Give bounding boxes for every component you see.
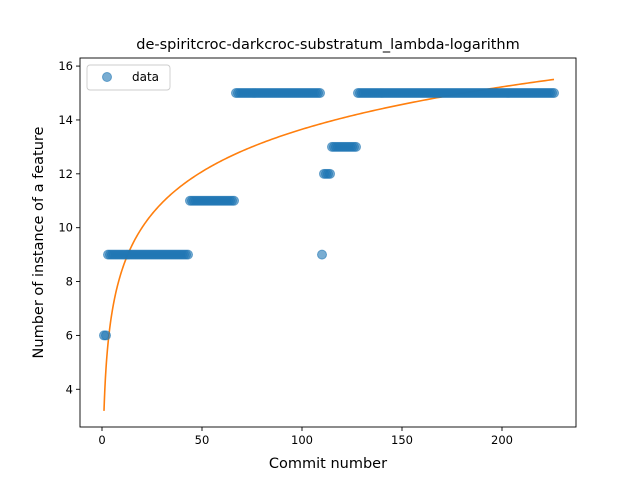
legend: data [87, 65, 170, 90]
data-point [230, 196, 239, 205]
data-point [184, 250, 193, 259]
x-tick-label: 50 [195, 433, 210, 447]
data-point [318, 250, 327, 259]
legend-marker-data [103, 73, 112, 82]
data-point [316, 89, 325, 98]
x-tick-label: 200 [491, 433, 513, 447]
y-tick-label: 6 [66, 328, 73, 342]
x-tick-label: 150 [391, 433, 413, 447]
data-point [326, 169, 335, 178]
y-tick-label: 14 [58, 113, 73, 127]
y-tick-label: 8 [66, 275, 73, 289]
data-point [550, 89, 559, 98]
y-axis-label: Number of instance of a feature [31, 126, 47, 358]
x-axis-label: Commit number [269, 456, 387, 472]
x-tick-label: 100 [291, 433, 313, 447]
x-tick-label: 0 [98, 433, 105, 447]
legend-label-data: data [132, 70, 159, 84]
y-tick-label: 10 [58, 221, 73, 235]
y-tick-label: 12 [58, 167, 73, 181]
chart-title: de-spiritcroc-darkcroc-substratum_lambda… [136, 37, 519, 53]
data-point [102, 331, 111, 340]
y-tick-label: 16 [58, 59, 73, 73]
data-point [352, 142, 361, 151]
y-tick-label: 4 [66, 382, 73, 396]
